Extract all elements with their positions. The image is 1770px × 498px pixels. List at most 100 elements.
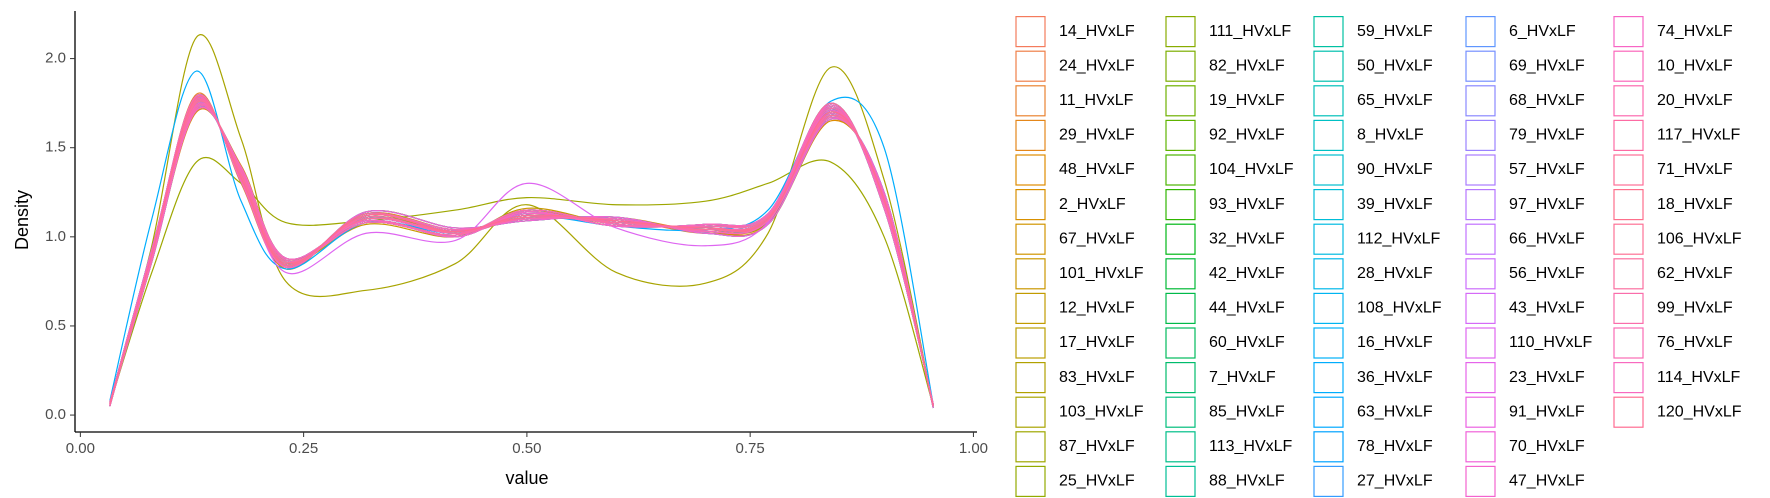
y-tick-label: 0.0	[45, 406, 66, 423]
y-tick-label: 2.0	[45, 50, 66, 67]
legend-label: 103_HVxLF	[1059, 403, 1144, 420]
legend-swatch	[1313, 396, 1344, 428]
legend-swatch	[1613, 292, 1644, 324]
legend-swatch	[1165, 50, 1196, 82]
legend-swatch	[1313, 119, 1344, 152]
legend-swatch	[1465, 431, 1496, 463]
legend-label: 66_HVxLF	[1509, 230, 1585, 247]
legend-label: 25_HVxLF	[1059, 473, 1135, 490]
density-line	[109, 104, 934, 405]
legend-swatch	[1015, 223, 1046, 255]
density-line	[109, 95, 934, 407]
legend-swatch	[1313, 16, 1344, 48]
legend-label: 10_HVxLF	[1657, 57, 1733, 74]
legend-swatch	[1015, 119, 1046, 152]
legend-swatch	[1465, 50, 1496, 82]
legend-label: 57_HVxLF	[1509, 161, 1585, 178]
density-line	[109, 104, 934, 405]
legend-label: 44_HVxLF	[1209, 300, 1285, 317]
legend-swatch	[1613, 16, 1644, 48]
density-line	[109, 103, 934, 405]
legend-label: 14_HVxLF	[1059, 23, 1135, 40]
legend-swatch	[1015, 50, 1046, 82]
legend-swatch	[1165, 85, 1196, 117]
density-line	[109, 99, 934, 409]
legend-swatch	[1313, 258, 1344, 290]
legend-label: 36_HVxLF	[1357, 369, 1433, 386]
legend-label: 70_HVxLF	[1509, 438, 1585, 455]
legend-swatch	[1313, 327, 1344, 359]
legend-label: 99_HVxLF	[1657, 300, 1733, 317]
legend-label: 68_HVxLF	[1509, 92, 1585, 109]
legend-label: 6_HVxLF	[1509, 23, 1576, 40]
legend-swatch	[1465, 16, 1496, 48]
legend-label: 101_HVxLF	[1059, 265, 1144, 282]
density-line	[109, 103, 934, 405]
x-tick-label: 0.75	[736, 440, 765, 457]
legend-swatch	[1165, 327, 1196, 359]
legend-label: 74_HVxLF	[1657, 23, 1733, 40]
legend-label: 112_HVxLF	[1357, 230, 1441, 247]
legend-label: 50_HVxLF	[1357, 57, 1433, 74]
legend-swatch	[1613, 362, 1644, 394]
legend-label: 27_HVxLF	[1357, 473, 1433, 490]
legend-label: 39_HVxLF	[1357, 196, 1433, 213]
legend-label: 90_HVxLF	[1357, 161, 1433, 178]
legend-swatch	[1015, 292, 1046, 324]
legend-label: 17_HVxLF	[1059, 334, 1135, 351]
legend-swatch	[1313, 362, 1344, 394]
x-axis-title: value	[505, 468, 548, 488]
legend-swatch	[1465, 362, 1496, 394]
legend-swatch	[1613, 327, 1644, 359]
legend-swatch	[1613, 154, 1644, 186]
legend-swatch	[1465, 258, 1496, 290]
legend-label: 91_HVxLF	[1509, 403, 1585, 420]
legend-label: 76_HVxLF	[1657, 334, 1733, 351]
legend-label: 56_HVxLF	[1509, 265, 1585, 282]
legend-swatch	[1313, 431, 1344, 463]
legend-swatch	[1613, 85, 1644, 117]
legend-swatch	[1613, 119, 1644, 152]
legend-swatch	[1165, 16, 1196, 48]
legend-swatch	[1313, 154, 1344, 186]
legend-swatch	[1313, 465, 1344, 497]
legend-swatch	[1465, 85, 1496, 117]
legend-label: 42_HVxLF	[1209, 265, 1285, 282]
legend-swatch	[1465, 189, 1496, 221]
density-line	[109, 103, 934, 405]
legend-swatch	[1015, 327, 1046, 359]
legend-swatch	[1465, 292, 1496, 324]
legend-swatch	[1165, 431, 1196, 463]
legend-swatch	[1465, 465, 1496, 497]
legend-label: 69_HVxLF	[1509, 57, 1585, 74]
legend-label: 60_HVxLF	[1209, 334, 1285, 351]
legend-swatch	[1015, 189, 1046, 221]
legend-label: 92_HVxLF	[1209, 127, 1285, 144]
legend-swatch	[1015, 431, 1046, 463]
legend-swatch	[1015, 396, 1046, 428]
legend-swatch	[1613, 50, 1644, 82]
legend-swatch	[1165, 119, 1196, 152]
legend-label: 32_HVxLF	[1209, 230, 1285, 247]
legend-swatch	[1165, 292, 1196, 324]
legend-swatch	[1613, 258, 1644, 290]
legend-label: 83_HVxLF	[1059, 369, 1135, 386]
legend-label: 117_HVxLF	[1657, 127, 1741, 144]
legend-label: 7_HVxLF	[1209, 369, 1276, 386]
legend-label: 59_HVxLF	[1357, 23, 1433, 40]
density-line	[109, 104, 934, 405]
legend-label: 113_HVxLF	[1209, 438, 1293, 455]
legend-label: 114_HVxLF	[1657, 369, 1741, 386]
legend-label: 12_HVxLF	[1059, 300, 1135, 317]
legend-label: 79_HVxLF	[1509, 127, 1585, 144]
legend-swatch	[1313, 50, 1344, 82]
legend-label: 97_HVxLF	[1509, 196, 1585, 213]
legend-label: 63_HVxLF	[1357, 403, 1433, 420]
legend-label: 85_HVxLF	[1209, 403, 1285, 420]
legend-swatch	[1313, 189, 1344, 221]
density-line	[109, 34, 934, 407]
legend-label: 71_HVxLF	[1657, 161, 1733, 178]
x-tick-label: 0.00	[66, 440, 95, 457]
legend-label: 8_HVxLF	[1357, 127, 1424, 144]
y-tick-label: 1.5	[45, 139, 66, 156]
